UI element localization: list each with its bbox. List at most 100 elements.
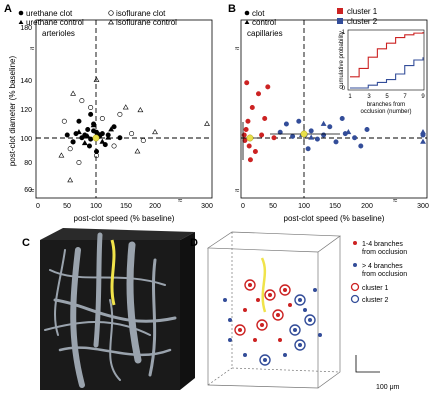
inset-x-label-1: branches from — [367, 102, 405, 108]
panel-d-dot-blue-7 — [283, 353, 287, 357]
panel-b-point-cluster-2-5 — [321, 132, 327, 138]
panel-b-point-cluster-2-4 — [314, 136, 320, 142]
inset-xtick-5: 5 — [385, 94, 389, 100]
panel-d-dot-red-2 — [268, 293, 272, 297]
panel-a-ytick-100: 100 — [20, 136, 32, 143]
panel-a-point-urethane-control-1 — [84, 133, 91, 139]
panel-d-dot-red-1 — [256, 298, 260, 302]
panel-b-point-cluster-1-7 — [255, 91, 261, 97]
panel-d-cluster-2-ring-1 — [304, 314, 316, 326]
panel-a-point-isoflurane-clot-4 — [79, 98, 85, 104]
legend-marker-urethane-control — [18, 20, 24, 24]
legend-swatch-cluster-1 — [337, 8, 343, 14]
panel-a-x-break-icon: ≈ — [178, 196, 183, 205]
panel-d-cluster-1-ring-1 — [264, 289, 276, 301]
panel-a-point-urethane-control-0 — [76, 129, 82, 135]
panel-a-points — [58, 76, 210, 183]
panel-b-point-cluster-1-9 — [265, 84, 271, 90]
panel-b-xtick-0: 0 — [241, 203, 245, 210]
legend-d-cluster-1: cluster 1 — [362, 285, 389, 292]
panel-b-point-cluster-1-11 — [262, 116, 268, 122]
panel-a-point-urethane-clot-19 — [86, 143, 92, 149]
legend-urethane-control: urethane control — [26, 18, 84, 27]
panel-b-point-cluster-2-7 — [333, 139, 339, 145]
panel-c: C — [22, 228, 195, 390]
legend-urethane-clot: urethane clot — [26, 9, 73, 18]
cluster-2-mean-marker — [300, 130, 308, 138]
panel-d-cluster-1-ring-0 — [244, 279, 256, 291]
legend-d-cluster-2: cluster 2 — [362, 297, 389, 304]
inset-y-label: cumulative probability — [339, 31, 345, 89]
panel-a-point-isoflurane-clot-3 — [94, 153, 100, 159]
inset-lines — [350, 32, 424, 89]
panel-b-point-cluster-1-4 — [246, 143, 252, 149]
occluded-vessel — [110, 239, 116, 306]
legend-isoflurane-clot: isoflurane clot — [116, 9, 166, 18]
volume-box — [206, 231, 342, 389]
panel-a-point-isoflurane-clot-7 — [88, 105, 94, 111]
panel-b-point-cluster-2-14 — [283, 121, 289, 127]
panel-a-letter: A — [4, 3, 12, 15]
panel-d-dot-red-10 — [278, 338, 282, 342]
panel-b-point-control-3 — [345, 129, 352, 135]
panel-a-xtick-150: 150 — [120, 203, 132, 210]
panel-a-point-isoflurane-control-3 — [152, 129, 158, 135]
panel-a-xtick-300: 300 — [201, 203, 213, 210]
panel-a-frame — [35, 19, 213, 199]
panel-a-point-urethane-control-8 — [108, 126, 115, 132]
panel-a-mean-marker — [92, 134, 100, 142]
panel-a-point-urethane-clot-10 — [76, 118, 82, 124]
panel-d-dot-blue-8 — [263, 358, 267, 362]
panel-d-cluster-2-ring-2 — [289, 324, 301, 336]
panel-b-point-control-1 — [308, 134, 315, 140]
panel-d-dot-blue-9 — [243, 353, 247, 357]
inset-ytick-0: 0 — [342, 86, 346, 92]
inset-line-cluster-1 — [350, 32, 424, 78]
panel-b-point-cluster-2-9 — [352, 135, 358, 141]
panel-b: B capillaries clot control cluster 1 clu… — [228, 3, 429, 223]
legend-gt4-branches-1: > 4 branches — [362, 263, 403, 270]
panel-b-xtick-200: 200 — [361, 203, 373, 210]
panel-a-point-urethane-clot-14 — [94, 149, 100, 155]
panel-a-point-isoflurane-control-4 — [134, 148, 141, 154]
panel-a-ytick-80: 80 — [24, 160, 32, 167]
panel-a-point-isoflurane-control-0 — [70, 90, 77, 96]
panel-a-point-isoflurane-control-6 — [67, 177, 74, 183]
panel-a-point-isoflurane-clot-11 — [129, 131, 135, 137]
panel-b-point-control-5 — [420, 129, 426, 135]
panel-a-point-isoflurane-clot-9 — [76, 160, 82, 166]
panel-d-cluster-2-ring-0 — [294, 294, 306, 306]
vessel-network — [44, 232, 177, 388]
panel-d-cluster-1-ring-2 — [272, 309, 284, 321]
legend-marker-isoflurane-control — [107, 19, 115, 25]
panel-a-point-urethane-control-5 — [99, 138, 106, 144]
legend-gt4-branches-2: from occlusion — [362, 271, 407, 278]
panel-b-point-cluster-1-5 — [249, 105, 255, 111]
panel-b-xtick-100: 100 — [298, 203, 310, 210]
panel-b-region: capillaries — [247, 29, 283, 38]
panel-b-point-cluster-2-0 — [277, 129, 283, 135]
panel-a-ytick-180: 180 — [20, 25, 32, 32]
panel-d-cluster-2-ring-4 — [294, 339, 306, 351]
legend-swatch-cluster-2 — [337, 18, 343, 24]
panel-d-dot-blue-0 — [298, 298, 302, 302]
panel-a-point-urethane-control-4 — [90, 122, 97, 128]
panel-b-point-cluster-2-16 — [358, 143, 364, 149]
panel-a-xtick-100: 100 — [90, 203, 102, 210]
panel-b-point-cluster-1-13 — [244, 80, 250, 86]
panel-d-cluster-1-ring-4 — [234, 324, 246, 336]
panel-d-dot-blue-12 — [303, 308, 307, 312]
legend-cluster-2: cluster 2 — [347, 17, 378, 26]
legend-clot: clot — [252, 9, 265, 18]
panel-a-point-isoflurane-control-1 — [122, 104, 129, 110]
panel-d-dot-blue-11 — [228, 318, 232, 322]
panel-a-point-isoflurane-clot-6 — [140, 138, 146, 144]
panel-d-cluster-1-ring-3 — [256, 319, 268, 331]
panel-b-point-cluster-1-8 — [259, 132, 265, 138]
panel-d-dot-blue-3 — [228, 338, 232, 342]
legend-marker-cluster-2 — [350, 294, 360, 304]
panel-b-point-control-4 — [420, 138, 426, 144]
panel-b-point-cluster-2-10 — [364, 127, 370, 133]
legend-marker-urethane-clot — [18, 10, 24, 16]
panel-a-point-isoflurane-control-7 — [137, 107, 144, 113]
